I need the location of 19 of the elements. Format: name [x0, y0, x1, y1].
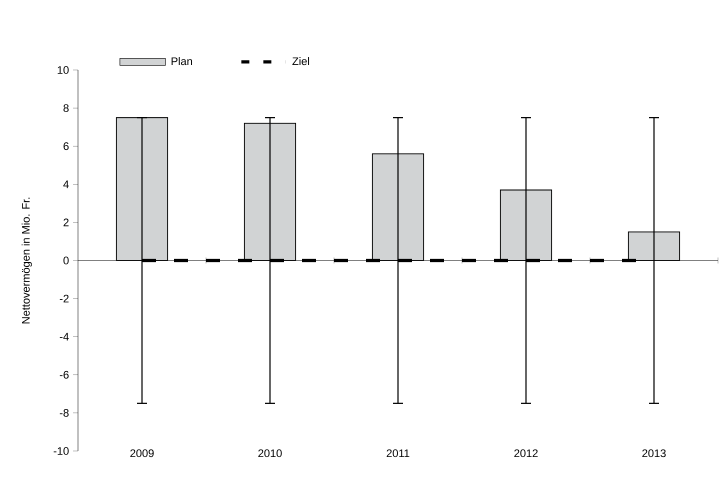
y-tick-label: -10 [54, 447, 69, 455]
y-tick-label: 0 [63, 256, 69, 264]
x-tick-label: 2011 [386, 449, 410, 458]
y-tick-label: 4 [63, 180, 69, 188]
y-axis-title: Nettovermögen in Mio. Fr. [22, 198, 32, 324]
y-tick-label: 10 [58, 66, 69, 74]
x-tick-label: 2013 [642, 449, 666, 458]
x-tick-label: 2009 [130, 449, 154, 458]
y-tick-label: 6 [64, 142, 69, 150]
x-tick-label: 2012 [514, 449, 538, 458]
legend-label: Plan [172, 57, 192, 66]
y-tick-label: -8 [60, 409, 69, 417]
x-tick-label: 2010 [258, 449, 282, 458]
y-tick-label: -6 [60, 370, 69, 379]
y-tick-label: 8 [63, 104, 69, 112]
y-tick-label: 2 [64, 218, 69, 226]
legend-label: Ziel [292, 57, 310, 66]
y-tick-label: -2 [60, 294, 69, 302]
y-tick-label: -4 [60, 332, 69, 340]
